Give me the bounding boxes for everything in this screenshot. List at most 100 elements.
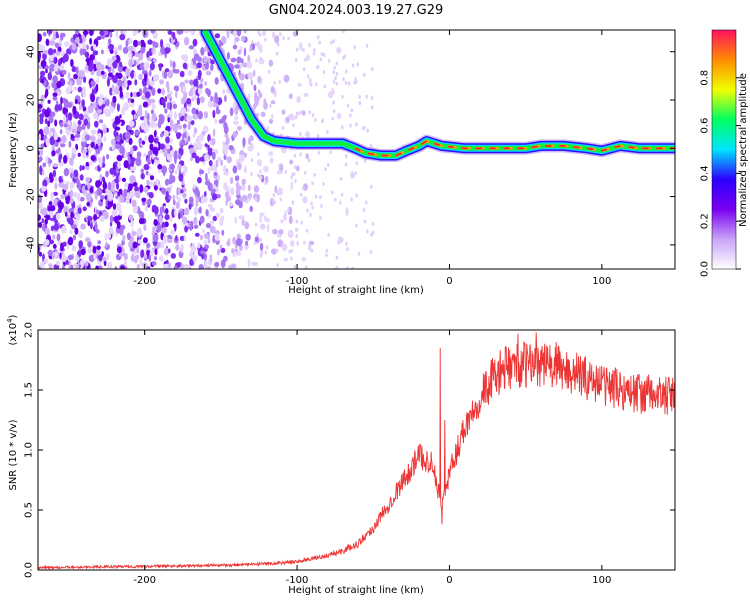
heatmap-cell bbox=[188, 45, 195, 50]
heatmap-cell bbox=[73, 73, 78, 80]
heatmap-cell bbox=[260, 111, 266, 118]
heatmap-cell bbox=[370, 95, 374, 100]
heatmap-cell bbox=[232, 165, 238, 174]
heatmap-cell bbox=[116, 154, 123, 162]
heatmap-cell bbox=[157, 88, 162, 94]
heatmap-cell bbox=[270, 86, 275, 94]
heatmap-cell bbox=[77, 182, 82, 191]
heatmap-cell bbox=[48, 201, 53, 206]
heatmap-cell bbox=[254, 42, 258, 47]
heatmap-cell bbox=[134, 190, 141, 198]
heatmap-cell bbox=[297, 82, 302, 87]
heatmap-cell bbox=[327, 91, 334, 99]
heatmap-cell bbox=[118, 61, 123, 68]
heatmap-cell bbox=[128, 137, 133, 145]
heatmap-cell bbox=[316, 65, 319, 70]
heatmap-cell bbox=[76, 192, 81, 202]
snr-scale-close: ) bbox=[8, 314, 19, 318]
heatmap-cell bbox=[82, 30, 89, 36]
heatmap-cell bbox=[197, 110, 203, 120]
heatmap-cell bbox=[67, 72, 71, 80]
heatmap-cell bbox=[179, 70, 185, 78]
heatmap-cell bbox=[284, 170, 288, 174]
heatmap-cell bbox=[144, 136, 148, 141]
heatmap-cell bbox=[55, 31, 59, 39]
heatmap-cell bbox=[96, 70, 102, 77]
heatmap-cell bbox=[224, 148, 228, 156]
heatmap-cell bbox=[93, 63, 97, 72]
heatmap-cell bbox=[129, 146, 134, 155]
heatmap-cell bbox=[128, 184, 133, 192]
heatmap-cell bbox=[57, 91, 60, 97]
heatmap-cell bbox=[324, 167, 327, 172]
heatmap-cell bbox=[84, 51, 90, 59]
heatmap-cell bbox=[304, 265, 308, 269]
heatmap-cell bbox=[100, 195, 105, 200]
heatmap-cell bbox=[62, 264, 65, 269]
snr-ticks: -200 -100 0 100 0.0 0.5 1.0 1.5 2.0 bbox=[24, 322, 675, 586]
heatmap-cell bbox=[55, 149, 60, 154]
heatmap-cell bbox=[220, 247, 226, 253]
x-tick-label: 0 bbox=[446, 276, 452, 287]
colorbar-tick-label: 0.0 bbox=[700, 261, 711, 277]
heatmap-cell bbox=[318, 40, 321, 45]
heatmap-cell bbox=[193, 127, 197, 135]
heatmap-cell bbox=[111, 180, 116, 189]
heatmap-cell bbox=[215, 179, 219, 187]
heatmap-cell bbox=[114, 50, 118, 56]
heatmap-cell bbox=[238, 73, 245, 81]
heatmap-cell bbox=[259, 237, 263, 242]
heatmap-cell bbox=[89, 30, 93, 37]
heatmap-cell bbox=[279, 32, 282, 37]
heatmap-cell bbox=[103, 260, 107, 267]
heatmap-cell bbox=[189, 79, 194, 86]
y-tick-label: 2.0 bbox=[24, 322, 35, 338]
heatmap-cell bbox=[130, 191, 136, 197]
heatmap-cell bbox=[259, 212, 265, 217]
heatmap-cell bbox=[124, 259, 127, 267]
heatmap-cell bbox=[147, 39, 153, 45]
heatmap-cell bbox=[97, 109, 103, 114]
heatmap-cell bbox=[179, 235, 185, 241]
heatmap-cell bbox=[315, 82, 318, 87]
heatmap-cell bbox=[158, 63, 162, 72]
heatmap-cell bbox=[128, 58, 133, 68]
heatmap-cell bbox=[226, 52, 230, 60]
heatmap-cell bbox=[288, 215, 293, 225]
heatmap-cell bbox=[67, 120, 71, 125]
heatmap-cell bbox=[322, 70, 326, 75]
heatmap-cell bbox=[204, 244, 210, 250]
heatmap-cell bbox=[336, 47, 342, 54]
heatmap-cell bbox=[68, 236, 74, 246]
heatmap-cell bbox=[227, 238, 231, 247]
heatmap-cell bbox=[105, 99, 110, 107]
heatmap-cell bbox=[39, 261, 45, 269]
heatmap-cell bbox=[323, 84, 327, 89]
heatmap-cell bbox=[60, 96, 63, 106]
heatmap-cell bbox=[86, 201, 91, 207]
heatmap-cell bbox=[131, 231, 137, 236]
heatmap-cell bbox=[188, 203, 192, 210]
heatmap-cell bbox=[344, 162, 348, 167]
heatmap-cell bbox=[304, 170, 307, 175]
heatmap-cell bbox=[313, 48, 316, 53]
heatmap-cell bbox=[73, 169, 79, 177]
heatmap-cell bbox=[68, 140, 72, 148]
heatmap-cell bbox=[163, 247, 170, 256]
heatmap-cell bbox=[51, 150, 56, 157]
heatmap-cell bbox=[221, 229, 225, 236]
heatmap-cell bbox=[203, 233, 210, 240]
heatmap-cell bbox=[134, 51, 140, 58]
heatmap-cell bbox=[329, 150, 332, 155]
heatmap-cell bbox=[71, 147, 77, 155]
heatmap-cell bbox=[164, 68, 170, 73]
heatmap-cell bbox=[200, 133, 205, 141]
heatmap-cell bbox=[82, 148, 88, 153]
heatmap-cell bbox=[106, 58, 113, 67]
heatmap-cell bbox=[253, 103, 257, 110]
heatmap-cell bbox=[67, 254, 74, 261]
heatmap-cell bbox=[118, 207, 122, 217]
heatmap-cell bbox=[233, 40, 237, 45]
heatmap-cell bbox=[278, 80, 282, 84]
